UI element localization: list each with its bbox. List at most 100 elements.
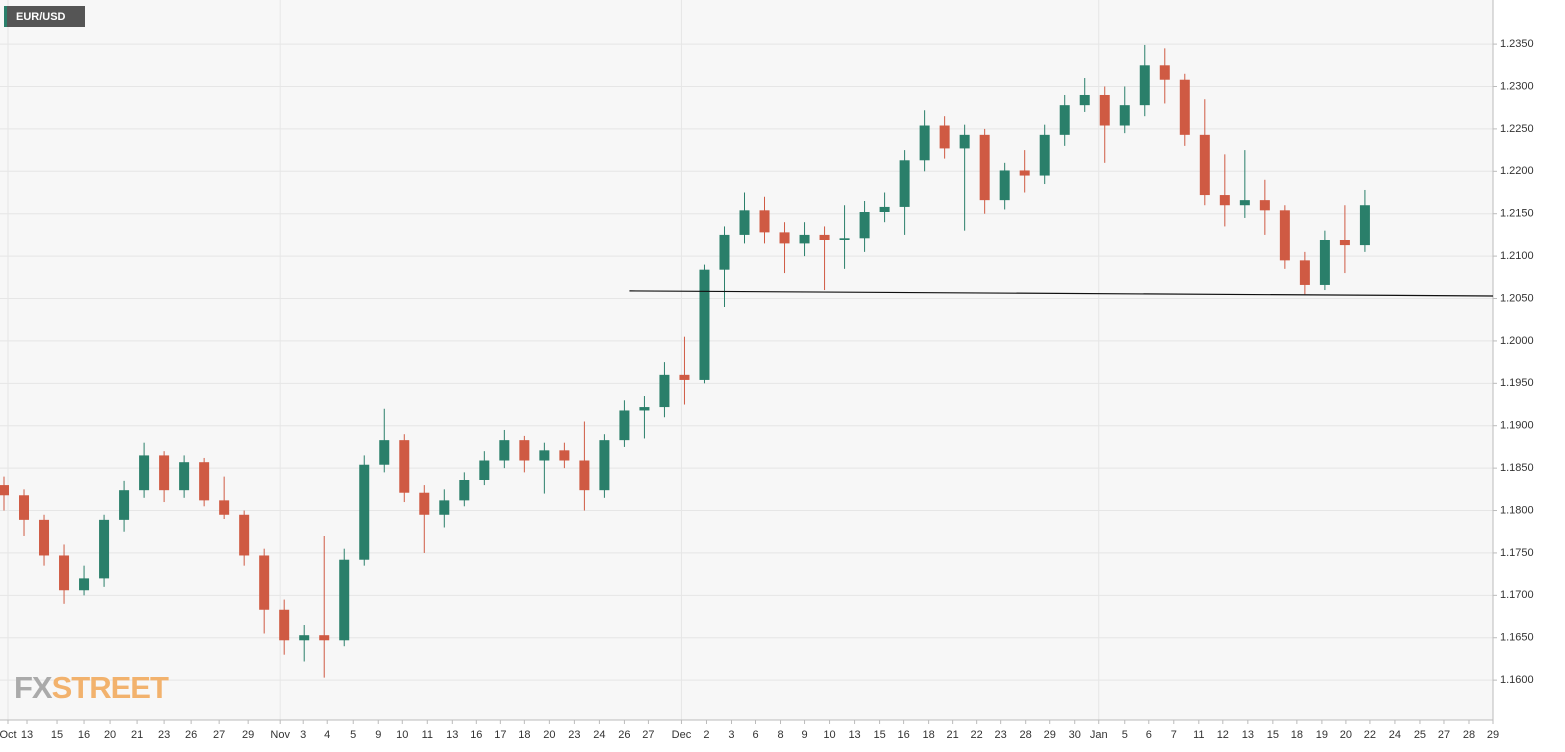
x-tick-label: 11 — [1193, 729, 1204, 741]
candle-body — [639, 407, 650, 411]
y-tick-label: 1.1800 — [1500, 504, 1534, 516]
candle-body — [939, 125, 950, 149]
x-tick-label: 13 — [446, 729, 458, 741]
candle-body — [919, 125, 930, 161]
candle-body — [1239, 200, 1250, 206]
title-accent — [4, 6, 7, 27]
x-tick-label: 13 — [21, 729, 33, 741]
x-tick-label: 28 — [1020, 729, 1032, 741]
candle-body — [519, 440, 530, 461]
candle-body — [239, 514, 250, 556]
candle-body — [119, 490, 130, 520]
x-tick-label: Nov — [270, 729, 290, 741]
y-tick-label: 1.2200 — [1500, 165, 1534, 177]
x-tick-label: 21 — [131, 729, 143, 741]
x-tick-label: 27 — [1438, 729, 1450, 741]
candle-body — [699, 269, 710, 380]
x-tick-label: 20 — [104, 729, 116, 741]
x-tick-label: 19 — [1316, 729, 1328, 741]
candle-body — [899, 160, 910, 207]
candle-body — [659, 374, 670, 408]
x-tick-label: 15 — [1267, 729, 1279, 741]
x-tick-label: 23 — [995, 729, 1007, 741]
x-tick-label: 6 — [752, 729, 758, 741]
candle-body — [1199, 134, 1210, 196]
candle-body — [1219, 195, 1230, 206]
candle-body — [479, 460, 490, 480]
candle-body — [0, 485, 10, 496]
candle-body — [279, 609, 290, 641]
candle-body — [379, 440, 390, 465]
x-tick-label: Dec — [672, 729, 692, 741]
x-tick-label: 17 — [494, 729, 506, 741]
y-tick-label: 1.1650 — [1500, 632, 1534, 644]
chart-title: EUR/USD — [16, 11, 66, 23]
x-tick-label: 3 — [300, 729, 306, 741]
candle-body — [539, 450, 550, 461]
x-tick-label: 18 — [922, 729, 934, 741]
y-tick-label: 1.1900 — [1500, 420, 1534, 432]
candle-body — [579, 460, 590, 491]
candle-body — [59, 555, 70, 591]
x-tick-label: 13 — [1242, 729, 1254, 741]
x-tick-label: 13 — [848, 729, 860, 741]
candle-body — [39, 519, 50, 556]
candle-body — [1099, 94, 1110, 126]
x-tick-label: 18 — [1291, 729, 1303, 741]
y-tick-label: 1.2150 — [1500, 208, 1534, 220]
candle-body — [599, 440, 610, 491]
candle-body — [139, 455, 150, 491]
trendline — [629, 290, 1494, 297]
candle-body — [1339, 240, 1350, 246]
x-tick-label: 20 — [543, 729, 555, 741]
x-tick-label: 16 — [897, 729, 909, 741]
x-tick-label: 30 — [1069, 729, 1081, 741]
y-tick-label: 1.1950 — [1500, 377, 1534, 389]
candle-body — [19, 495, 30, 520]
candle-body — [839, 238, 850, 240]
x-tick-label: 6 — [1146, 729, 1152, 741]
watermark-fx: FX — [14, 670, 53, 705]
candle-body — [619, 410, 630, 441]
candle-body — [959, 134, 970, 149]
y-tick-label: 1.2050 — [1500, 292, 1534, 304]
x-tick-label: 12 — [1217, 729, 1229, 741]
candle-body — [1159, 65, 1170, 80]
x-tick-label: 29 — [1044, 729, 1056, 741]
candle-body — [399, 440, 410, 493]
x-tick-label: 22 — [971, 729, 983, 741]
candle-body — [1079, 94, 1090, 106]
x-tick-label: 16 — [470, 729, 482, 741]
candle-body — [859, 212, 870, 239]
x-tick-label: 8 — [777, 729, 783, 741]
candle-body — [1299, 260, 1310, 285]
x-tick-label: 20 — [1340, 729, 1352, 741]
x-tick-label: 21 — [947, 729, 959, 741]
title-box — [4, 6, 85, 27]
candle-body — [1139, 65, 1150, 106]
y-tick-label: 1.1700 — [1500, 589, 1534, 601]
candle-body — [679, 374, 690, 380]
x-tick-label: 2 — [703, 729, 709, 741]
candle-body — [1359, 205, 1370, 246]
marks — [0, 44, 1370, 678]
x-tick-label: 4 — [324, 729, 330, 741]
x-tick-label: Oct — [0, 729, 17, 741]
x-tick-label: 10 — [396, 729, 408, 741]
candle-body — [299, 635, 310, 641]
candle-body — [359, 464, 370, 560]
x-tick-label: 18 — [518, 729, 530, 741]
x-tick-label: 7 — [1171, 729, 1177, 741]
x-tick-label: 3 — [728, 729, 734, 741]
x-tick-label: 23 — [568, 729, 580, 741]
x-tick-label: 11 — [422, 729, 433, 741]
x-tick-label: 9 — [801, 729, 807, 741]
candle-body — [1039, 134, 1050, 176]
watermark-street: STREET — [52, 670, 169, 705]
candle-body — [799, 234, 810, 244]
candle-body — [1279, 210, 1290, 261]
x-tick-label: 27 — [213, 729, 225, 741]
x-tick-label: Jan — [1090, 729, 1108, 741]
